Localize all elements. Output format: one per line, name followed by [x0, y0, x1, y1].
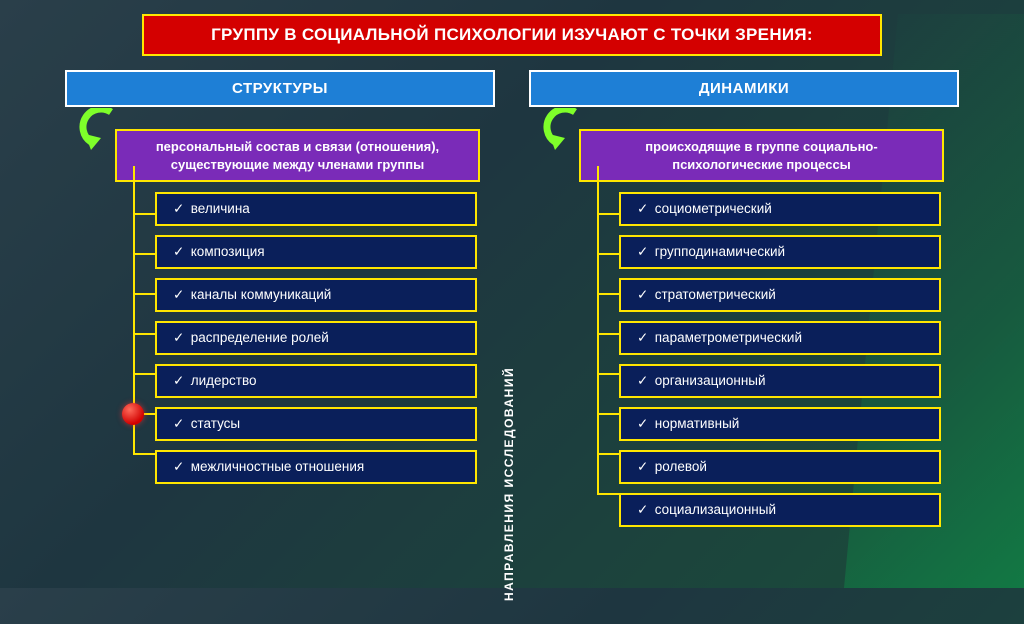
list-item-label: нормативный: [651, 416, 739, 431]
tree-branch: [133, 293, 155, 295]
curved-arrow-icon: [541, 108, 583, 154]
check-icon: ✓: [637, 330, 651, 346]
check-icon: ✓: [637, 244, 651, 260]
list-item-label: организационный: [651, 373, 766, 388]
items-dynamics: ✓ социометрический✓ групподинамический✓ …: [619, 192, 959, 527]
column-structure: СТРУКТУРЫ персональный состав и связи (о…: [65, 70, 495, 536]
check-icon: ✓: [173, 287, 187, 303]
tree-branch: [133, 453, 155, 455]
tree-branch: [597, 493, 619, 495]
list-item: ✓ стратометрический: [619, 278, 941, 312]
check-icon: ✓: [637, 373, 651, 389]
tree-branch: [597, 453, 619, 455]
list-item-label: социализационный: [651, 502, 776, 517]
list-item-label: распределение ролей: [187, 330, 329, 345]
list-item-label: лидерство: [187, 373, 257, 388]
check-icon: ✓: [637, 416, 651, 432]
list-item: ✓ величина: [155, 192, 477, 226]
tree-branch: [597, 253, 619, 255]
tree-branch: [597, 413, 619, 415]
tree-trunk: [597, 166, 599, 494]
check-icon: ✓: [637, 502, 651, 518]
check-icon: ✓: [637, 201, 651, 217]
check-icon: ✓: [173, 416, 187, 432]
list-item: ✓ межличностные отношения: [155, 450, 477, 484]
list-item: ✓ композиция: [155, 235, 477, 269]
tree-branch: [133, 253, 155, 255]
list-item-label: ролевой: [651, 459, 707, 474]
check-icon: ✓: [637, 459, 651, 475]
list-item: ✓ параметрометрический: [619, 321, 941, 355]
check-icon: ✓: [173, 373, 187, 389]
tree-branch: [597, 213, 619, 215]
list-item: ✓ лидерство: [155, 364, 477, 398]
list-item: ✓ нормативный: [619, 407, 941, 441]
highlight-bullet-icon: [122, 403, 144, 425]
list-item: ✓ организационный: [619, 364, 941, 398]
column-header-dynamics: ДИНАМИКИ: [529, 70, 959, 107]
check-icon: ✓: [637, 287, 651, 303]
tree-branch: [597, 333, 619, 335]
list-item: ✓ групподинамический: [619, 235, 941, 269]
tree-branch: [597, 373, 619, 375]
items-structure: ✓ величина✓ композиция✓ каналы коммуника…: [155, 192, 495, 484]
list-item-label: величина: [187, 201, 250, 216]
check-icon: ✓: [173, 201, 187, 217]
list-item: ✓ распределение ролей: [155, 321, 477, 355]
check-icon: ✓: [173, 244, 187, 260]
vertical-label-research-directions: НАПРАВЛЕНИЯ ИССЛЕДОВАНИЙ: [502, 344, 516, 624]
tree-branch: [133, 333, 155, 335]
curved-arrow-icon: [77, 108, 119, 154]
list-item: ✓ каналы коммуникаций: [155, 278, 477, 312]
list-item: ✓ социализационный: [619, 493, 941, 527]
list-item-label: стратометрический: [651, 287, 776, 302]
tree-branch: [133, 213, 155, 215]
list-item-label: композиция: [187, 244, 265, 259]
column-dynamics: ДИНАМИКИ происходящие в группе социально…: [529, 70, 959, 536]
list-item-label: межличностные отношения: [187, 459, 364, 474]
check-icon: ✓: [173, 330, 187, 346]
tree-branch: [133, 373, 155, 375]
list-item-label: статусы: [187, 416, 240, 431]
list-item-label: социометрический: [651, 201, 772, 216]
sub-header-structure: персональный состав и связи (отношения),…: [115, 129, 480, 182]
tree-branch: [597, 293, 619, 295]
column-header-structure: СТРУКТУРЫ: [65, 70, 495, 107]
list-item-label: каналы коммуникаций: [187, 287, 331, 302]
list-item: ✓ социометрический: [619, 192, 941, 226]
list-item-label: групподинамический: [651, 244, 785, 259]
list-item: ✓ ролевой: [619, 450, 941, 484]
main-title: ГРУППУ В СОЦИАЛЬНОЙ ПСИХОЛОГИИ ИЗУЧАЮТ С…: [142, 14, 882, 56]
sub-header-dynamics: происходящие в группе социально-психолог…: [579, 129, 944, 182]
list-item-label: параметрометрический: [651, 330, 802, 345]
check-icon: ✓: [173, 459, 187, 475]
list-item: ✓ статусы: [155, 407, 477, 441]
